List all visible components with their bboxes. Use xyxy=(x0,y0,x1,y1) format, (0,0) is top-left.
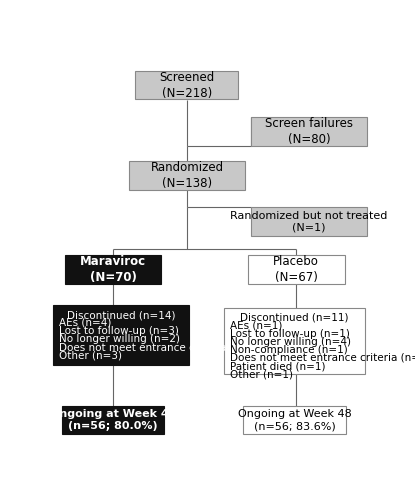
FancyBboxPatch shape xyxy=(248,256,344,284)
FancyBboxPatch shape xyxy=(251,117,367,145)
Text: Ongoing at Week 48
(n=56; 83.6%): Ongoing at Week 48 (n=56; 83.6%) xyxy=(238,409,352,431)
Text: Screened
(N=218): Screened (N=218) xyxy=(159,70,215,100)
Text: Other (n=3): Other (n=3) xyxy=(59,350,122,360)
Text: Other (n=1): Other (n=1) xyxy=(230,369,293,379)
FancyBboxPatch shape xyxy=(251,208,367,236)
Text: Does not meet entrance criteria (n=2): Does not meet entrance criteria (n=2) xyxy=(230,353,415,363)
FancyBboxPatch shape xyxy=(136,70,238,100)
Text: Discontinued (n=14): Discontinued (n=14) xyxy=(67,310,175,320)
Text: Lost to follow-up (n=1): Lost to follow-up (n=1) xyxy=(230,328,349,338)
Text: Does not meet entrance criteria (n=2): Does not meet entrance criteria (n=2) xyxy=(59,342,260,352)
Text: Placebo
(N=67): Placebo (N=67) xyxy=(273,256,319,284)
Text: Lost to follow-up (n=3): Lost to follow-up (n=3) xyxy=(59,326,179,336)
FancyBboxPatch shape xyxy=(129,161,245,190)
FancyBboxPatch shape xyxy=(224,308,366,374)
FancyBboxPatch shape xyxy=(243,406,346,434)
Text: Ongoing at Week 48
(n=56; 80.0%): Ongoing at Week 48 (n=56; 80.0%) xyxy=(50,409,176,431)
FancyBboxPatch shape xyxy=(54,306,188,365)
Text: Screen failures
(N=80): Screen failures (N=80) xyxy=(265,116,353,146)
Text: Randomized
(N=138): Randomized (N=138) xyxy=(150,161,224,190)
FancyBboxPatch shape xyxy=(61,406,164,434)
Text: AEs (n=4): AEs (n=4) xyxy=(59,318,112,328)
Text: Maraviroc
(N=70): Maraviroc (N=70) xyxy=(80,256,146,284)
Text: Discontinued (n=11): Discontinued (n=11) xyxy=(240,313,349,323)
FancyBboxPatch shape xyxy=(65,256,161,284)
Text: AEs (n=1): AEs (n=1) xyxy=(230,320,282,330)
Text: Non-compliance (n=1): Non-compliance (n=1) xyxy=(230,345,347,355)
Text: No longer willing (n=4): No longer willing (n=4) xyxy=(230,337,351,347)
Text: Randomized but not treated
(N=1): Randomized but not treated (N=1) xyxy=(230,210,388,233)
Text: No longer willing (n=2): No longer willing (n=2) xyxy=(59,334,180,344)
Text: Patient died (n=1): Patient died (n=1) xyxy=(230,361,325,371)
